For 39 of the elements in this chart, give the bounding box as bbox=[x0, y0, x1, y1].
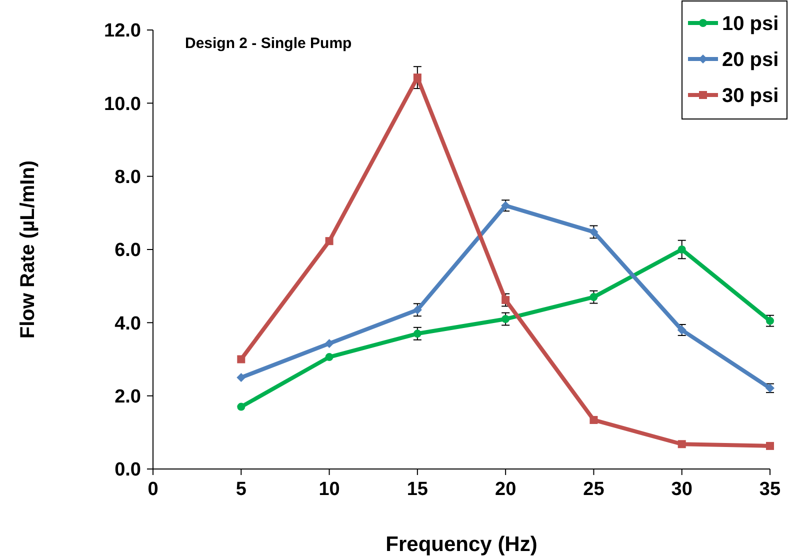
x-tick-label: 35 bbox=[759, 479, 781, 500]
x-tick-label: 5 bbox=[236, 479, 247, 500]
point bbox=[589, 227, 598, 236]
x-tick-label: 30 bbox=[671, 479, 692, 500]
point bbox=[413, 330, 422, 338]
x-tick-label: 25 bbox=[583, 479, 605, 500]
y-axis-title: Flow Rate (µL/mIn) bbox=[17, 160, 39, 339]
y-tick-label: 0.0 bbox=[114, 460, 141, 481]
point bbox=[678, 440, 686, 448]
x-tick-label: 0 bbox=[148, 479, 158, 500]
point bbox=[413, 74, 422, 82]
y-tick-label: 8.0 bbox=[114, 166, 141, 188]
point bbox=[237, 402, 246, 411]
y-tick-label: 2.0 bbox=[114, 386, 141, 408]
point bbox=[590, 293, 598, 302]
legend-label: 20 psi bbox=[722, 49, 779, 71]
point bbox=[412, 305, 422, 314]
point bbox=[325, 353, 334, 362]
legend-label: 30 psi bbox=[722, 85, 779, 107]
point bbox=[678, 246, 686, 254]
x-tick-label: 15 bbox=[406, 479, 428, 500]
point bbox=[766, 316, 774, 325]
chart-title: Design 2 - Single Pump bbox=[185, 35, 352, 52]
point bbox=[766, 442, 774, 450]
point bbox=[324, 339, 334, 348]
y-tick-label: 4.0 bbox=[114, 313, 141, 334]
point bbox=[325, 237, 334, 246]
point bbox=[502, 296, 510, 304]
y-tick-label: 6.0 bbox=[114, 240, 141, 262]
y-tick-label: 10.0 bbox=[104, 94, 141, 115]
point bbox=[237, 355, 246, 364]
point bbox=[502, 315, 510, 324]
y-tick-label: 12.0 bbox=[104, 20, 141, 42]
x-axis-title: Frequency (Hz) bbox=[386, 533, 538, 556]
x-tick-label: 20 bbox=[495, 479, 516, 500]
point bbox=[590, 416, 598, 424]
point bbox=[236, 373, 246, 382]
legend-label: 10 psi bbox=[722, 13, 779, 35]
x-tick-label: 10 bbox=[318, 479, 340, 500]
